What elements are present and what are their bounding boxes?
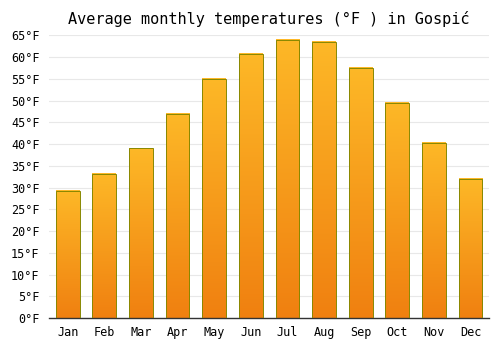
Bar <box>56 191 80 318</box>
Bar <box>458 179 482 318</box>
Title: Average monthly temperatures (°F ) in Gospić: Average monthly temperatures (°F ) in Go… <box>68 11 470 27</box>
Bar <box>92 174 116 318</box>
Bar <box>276 40 299 318</box>
Bar <box>202 79 226 318</box>
Bar <box>166 114 190 318</box>
Bar <box>349 68 372 318</box>
Bar <box>422 143 446 318</box>
Bar <box>312 42 336 318</box>
Bar <box>129 148 153 318</box>
Bar <box>386 103 409 318</box>
Bar <box>239 54 262 318</box>
